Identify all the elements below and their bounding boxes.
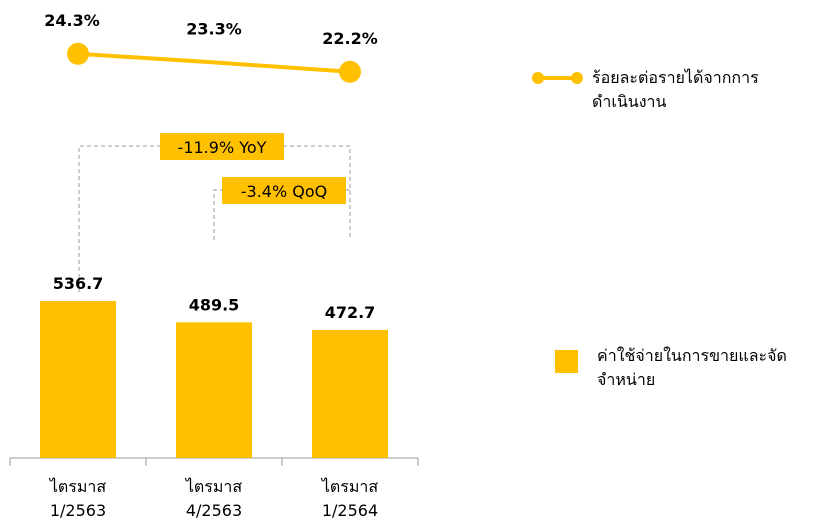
yoy-box <box>160 133 284 160</box>
bar-value-label: 472.7 <box>325 303 376 322</box>
line-marker <box>67 42 89 65</box>
x-tick-label: 1/2563 <box>50 501 106 519</box>
qoq-label: -3.4% QoQ <box>241 182 327 201</box>
bar <box>312 329 388 458</box>
line <box>77 51 351 74</box>
line-value-label: 22.2% <box>322 29 378 48</box>
legend-marker <box>532 72 544 84</box>
line-value-label: 23.3% <box>186 19 242 38</box>
bar-value-label: 489.5 <box>189 295 240 314</box>
legend-marker <box>571 72 583 84</box>
bar <box>176 322 252 458</box>
x-tick-label: ไตรมาส <box>320 477 379 496</box>
line-value-label: 24.3% <box>44 11 100 30</box>
legend-text: ค่าใช้จ่ายในการขายและจัดจำหน่าย <box>597 346 787 389</box>
x-tick-label: ไตรมาส <box>184 477 243 496</box>
brackets <box>78 145 351 292</box>
bar-value-label: 536.7 <box>53 274 104 293</box>
bar <box>40 300 116 458</box>
x-tick-label: ไตรมาส <box>48 477 107 496</box>
legend-swatch <box>555 350 578 373</box>
yoy-label: -11.9% YoY <box>178 138 267 157</box>
legend-text: ร้อยละต่อรายได้จากการดำเนินงาน <box>592 68 759 111</box>
qoq-box <box>222 177 346 204</box>
x-tick-label: 4/2563 <box>186 501 242 519</box>
x-tick-label: 1/2564 <box>322 501 378 519</box>
line-marker <box>339 60 361 83</box>
